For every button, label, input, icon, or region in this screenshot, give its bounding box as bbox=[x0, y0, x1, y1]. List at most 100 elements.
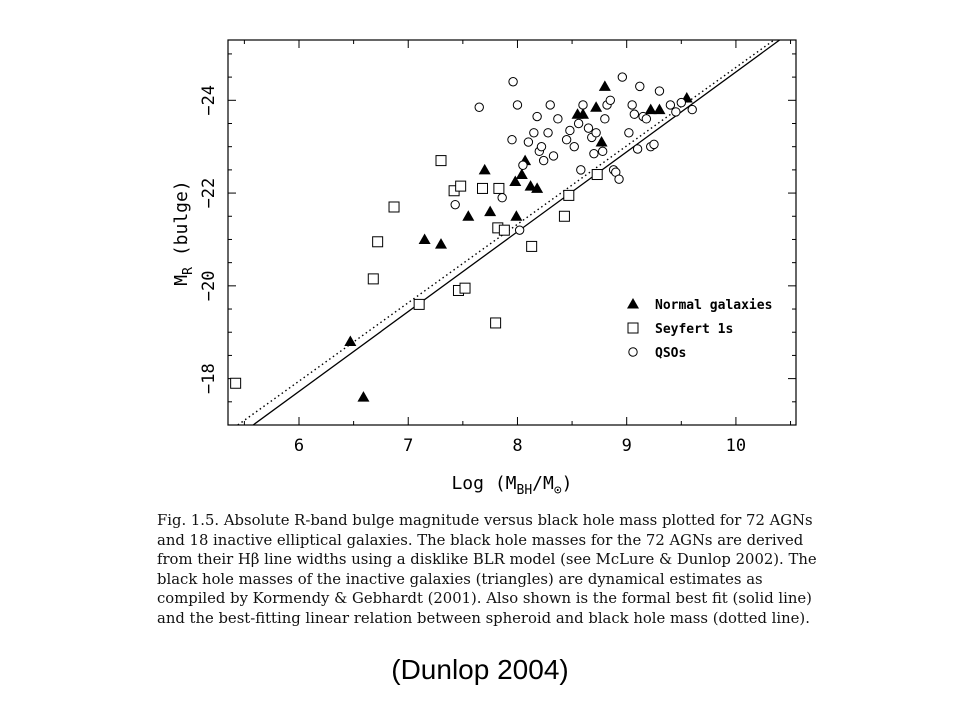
normal-galaxies-point bbox=[462, 210, 475, 221]
qsos-point bbox=[632, 144, 643, 154]
x-tick-label: 8 bbox=[512, 436, 522, 456]
seyfert-1s-point bbox=[591, 169, 603, 181]
qsos-point bbox=[514, 225, 525, 235]
normal-galaxies-point bbox=[595, 136, 608, 147]
qsos-point bbox=[508, 77, 518, 87]
seyfert-1s-point bbox=[477, 182, 489, 194]
seyfert-1s-point bbox=[372, 236, 384, 248]
qsos-point bbox=[507, 135, 517, 145]
seyfert-1s-point bbox=[526, 240, 538, 252]
legend-marker-qsos bbox=[628, 347, 638, 357]
qsos-point bbox=[536, 141, 547, 152]
normal-galaxies-point bbox=[590, 101, 603, 112]
qsos-point bbox=[576, 165, 586, 175]
y-tick-label: −18 bbox=[199, 363, 219, 394]
normal-galaxies-point bbox=[418, 233, 431, 244]
x-tick-label: 6 bbox=[294, 436, 304, 456]
normal-galaxies-point bbox=[524, 180, 537, 191]
qsos-point bbox=[474, 102, 484, 112]
qsos-point bbox=[629, 109, 640, 119]
qsos-point bbox=[569, 141, 579, 152]
qsos-point bbox=[605, 95, 616, 106]
tick-labels: 6 7 8 9 10 −18 −20 −22 −24 bbox=[199, 85, 746, 456]
qsos-point bbox=[654, 86, 665, 96]
qsos-point bbox=[624, 128, 634, 138]
qsos-point bbox=[518, 160, 528, 170]
legend-label-qsos: QSOs bbox=[655, 346, 686, 361]
qsos-point bbox=[589, 148, 599, 159]
y-axis-title: MR (bulge) bbox=[171, 180, 196, 285]
qsos-point bbox=[450, 199, 460, 210]
qsos-point bbox=[665, 100, 676, 110]
seyfert-1s-point bbox=[493, 182, 505, 194]
seyfert-1s-point bbox=[558, 210, 570, 222]
legend: Normal galaxies Seyfert 1s QSOs bbox=[627, 298, 772, 361]
qsos-point bbox=[591, 128, 601, 138]
normal-galaxies-point bbox=[478, 163, 491, 175]
x-tick-label: 9 bbox=[622, 436, 632, 456]
qsos-point bbox=[561, 135, 572, 145]
qsos-point bbox=[614, 174, 624, 184]
seyfert-1s-point bbox=[459, 282, 471, 294]
qsos-point bbox=[529, 128, 539, 138]
seyfert-1s-point bbox=[490, 317, 502, 329]
seyfert-1s-point bbox=[230, 377, 242, 389]
qsos-point bbox=[649, 139, 659, 150]
normal-galaxies-point bbox=[510, 210, 523, 221]
citation: (Dunlop 2004) bbox=[391, 654, 569, 685]
qsos-point bbox=[545, 100, 555, 110]
qsos-point bbox=[532, 111, 542, 122]
normal-galaxies-point bbox=[344, 335, 357, 347]
normal-galaxies-point bbox=[577, 108, 589, 119]
legend-label-normal-galaxies: Normal galaxies bbox=[655, 298, 772, 313]
seyfert-1s-point bbox=[388, 201, 400, 213]
plot-frame bbox=[227, 39, 797, 426]
normal-galaxies-point bbox=[509, 175, 522, 186]
normal-galaxies-point bbox=[598, 80, 611, 91]
qsos-point bbox=[583, 123, 594, 133]
normal-galaxies-point bbox=[644, 103, 657, 115]
qsos-point bbox=[565, 125, 575, 136]
qsos-point bbox=[597, 146, 608, 157]
qsos-point bbox=[548, 151, 559, 161]
y-tick-label: −24 bbox=[199, 85, 219, 116]
legend-marker-seyfert-1s bbox=[627, 322, 639, 334]
legend-label-seyfert-1s: Seyfert 1s bbox=[655, 322, 733, 337]
qsos-point bbox=[671, 107, 681, 117]
data-points bbox=[230, 72, 697, 402]
seyfert-1s-point bbox=[413, 298, 425, 310]
x-tick-label: 7 bbox=[403, 436, 413, 456]
qsos-point bbox=[523, 137, 534, 147]
qsos-point bbox=[497, 193, 507, 203]
normal-galaxies-point bbox=[515, 168, 528, 180]
qsos-point bbox=[641, 114, 652, 124]
qsos-point bbox=[687, 104, 697, 115]
caption-text: Absolute R-band bulge magnitude versus b… bbox=[157, 512, 817, 627]
figure-caption: Fig. 1.5. Absolute R-band bulge magnitud… bbox=[157, 511, 817, 628]
qsos-point bbox=[578, 100, 588, 110]
qsos-point bbox=[512, 100, 523, 110]
seyfert-1s-point bbox=[367, 273, 379, 285]
normal-galaxies-point bbox=[357, 391, 370, 402]
qsos-point bbox=[553, 114, 563, 124]
qsos-point bbox=[538, 155, 549, 166]
qsos-point bbox=[617, 72, 628, 82]
x-axis-title: Log (MBH/M⊙) bbox=[451, 473, 572, 498]
qsos-point bbox=[573, 118, 584, 129]
qsos-point bbox=[635, 81, 645, 92]
qsos-point bbox=[543, 128, 553, 138]
axis-ticks bbox=[228, 40, 796, 425]
y-tick-label: −20 bbox=[199, 270, 219, 301]
seyfert-1s-point bbox=[455, 180, 467, 192]
normal-galaxies-point bbox=[531, 182, 544, 193]
seyfert-1s-point bbox=[563, 189, 575, 201]
qsos-point bbox=[627, 100, 637, 110]
seyfert-1s-point bbox=[435, 155, 447, 167]
seyfert-1s-point bbox=[498, 224, 510, 236]
x-tick-label: 10 bbox=[726, 436, 746, 456]
legend-marker-normal-galaxies bbox=[627, 298, 639, 309]
qsos-point bbox=[600, 114, 610, 124]
qsos-point bbox=[676, 97, 687, 108]
